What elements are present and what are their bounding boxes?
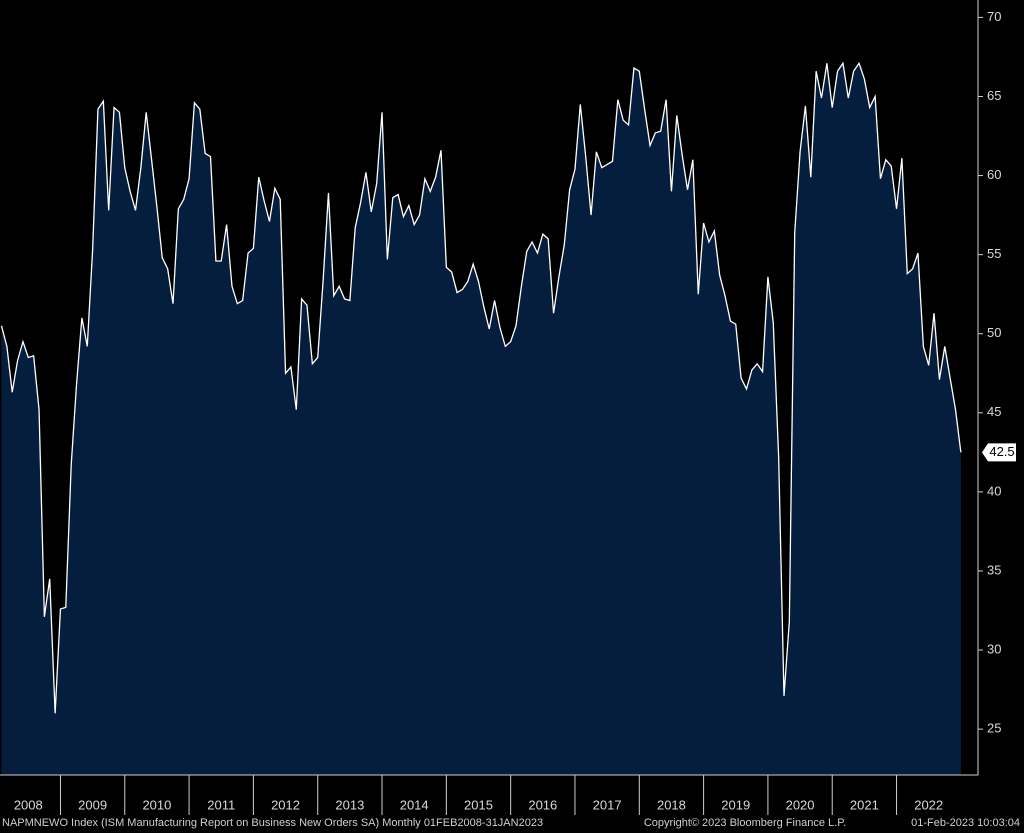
x-tick-label: 2019 xyxy=(721,797,750,812)
plot-area xyxy=(0,61,962,775)
y-tick-label: 45 xyxy=(987,404,1001,419)
y-tick-label: 35 xyxy=(987,562,1001,577)
line xyxy=(0,61,962,714)
x-tick-label: 2017 xyxy=(593,797,622,812)
y-tick-label: 25 xyxy=(987,721,1001,736)
x-tick-label: 2010 xyxy=(142,797,171,812)
x-tick-label: 2015 xyxy=(464,797,493,812)
y-tick-label: 70 xyxy=(987,9,1001,24)
y-tick-label: 40 xyxy=(987,483,1001,498)
last-value-box xyxy=(982,443,1016,462)
last-value-label: 42.5 xyxy=(989,444,1014,459)
x-tick-label: 2012 xyxy=(271,797,300,812)
x-tick-label: 2014 xyxy=(400,797,429,812)
x-tick-label: 2009 xyxy=(78,797,107,812)
footer-right: 01-Feb-2023 10:03:04 xyxy=(911,817,1020,829)
footer-center: Copyright© 2023 Bloomberg Finance L.P. xyxy=(644,817,846,829)
x-tick-label: 2011 xyxy=(207,797,235,812)
x-tick-label: 2020 xyxy=(786,797,815,812)
x-tick-label: 2018 xyxy=(657,797,686,812)
y-tick-label: 55 xyxy=(987,246,1001,261)
footer-left: NAPMNEWO Index (ISM Manufacturing Report… xyxy=(2,817,543,829)
y-tick-label: 65 xyxy=(987,88,1001,103)
x-tick-label: 2022 xyxy=(914,797,943,812)
x-tick-label: 2021 xyxy=(850,797,879,812)
area-fill xyxy=(1,63,961,775)
x-tick-label: 2008 xyxy=(14,797,43,812)
x-tick-label: 2016 xyxy=(528,797,557,812)
y-tick-label: 50 xyxy=(987,325,1001,340)
y-tick-label: 30 xyxy=(987,641,1001,656)
x-tick-label: 2013 xyxy=(335,797,364,812)
y-tick-label: 60 xyxy=(987,167,1001,182)
